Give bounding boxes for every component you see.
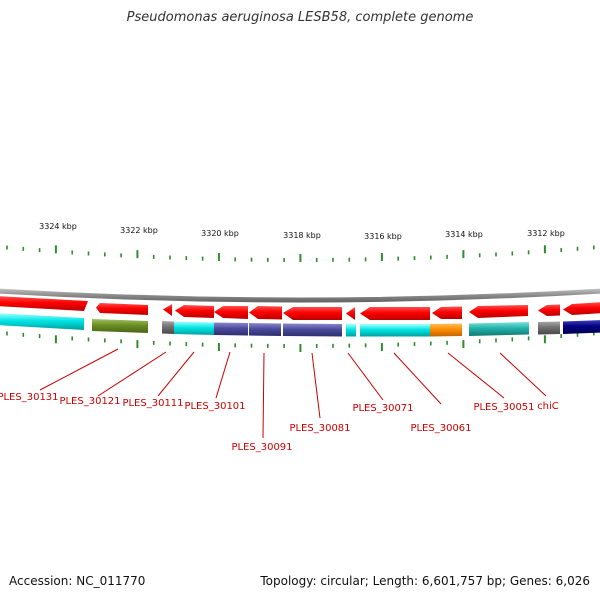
cog-bar-ples-30075[interactable]	[346, 324, 356, 337]
cog-bar-ples-30131[interactable]	[0, 313, 84, 330]
leader-chic	[499, 352, 547, 397]
cog-bar-ples-30061[interactable]	[430, 323, 462, 337]
cog-bar-ples-30101[interactable]	[214, 322, 248, 336]
gene-arrow-ples-30061[interactable]	[432, 306, 462, 320]
forward-strand-track	[0, 296, 600, 320]
gene-arrow-ples-30081[interactable]	[283, 307, 342, 320]
gene-label-ples-30081[interactable]: PLES_30081	[289, 423, 350, 434]
scale-label-3312: 3312 kbp	[527, 229, 565, 238]
leader-ples-30091	[262, 352, 265, 439]
gene-label-ples-30101[interactable]: PLES_30101	[184, 401, 245, 412]
genome-backbone	[0, 288, 600, 303]
gene-label-ples-30131[interactable]: PLES_30131	[0, 392, 59, 403]
gene-arrow-ples-30031[interactable]	[563, 302, 600, 315]
gene-arrow-ples-30121[interactable]	[96, 303, 148, 315]
leader-ples-30081	[311, 352, 321, 419]
gene-label-ples-30091[interactable]: PLES_30091	[231, 442, 292, 453]
leader-ples-30111	[157, 351, 195, 397]
gene-arrow-chic[interactable]	[538, 304, 560, 317]
leader-ples-30061	[393, 352, 442, 405]
cog-bar-ples-30071[interactable]	[360, 324, 430, 337]
gene-arrow-ples-30091[interactable]	[249, 306, 282, 320]
leader-ples-30131	[39, 348, 119, 391]
leader-ples-30051	[447, 352, 505, 399]
leader-ples-30121	[97, 351, 167, 397]
scale-label-3322: 3322 kbp	[120, 226, 158, 235]
gene-label-ples-30111[interactable]: PLES_30111	[122, 398, 183, 409]
gene-label-chic[interactable]: chiC	[537, 401, 559, 412]
leader-ples-30071	[347, 352, 384, 401]
gene-arrow-ples-30101[interactable]	[214, 306, 248, 319]
cog-bar-ples-30051[interactable]	[469, 322, 529, 336]
gene-arrow-ples-30051[interactable]	[469, 305, 528, 318]
scale-ticks	[6, 245, 595, 352]
gene-arrow-ples-30075[interactable]	[346, 307, 355, 320]
gene-arrow-ples-30071[interactable]	[360, 307, 430, 320]
cog-bar-ples-30111[interactable]	[174, 321, 214, 336]
cog-bar-ples-30031[interactable]	[563, 320, 600, 334]
gene-arrow-ples-30111[interactable]	[175, 305, 214, 318]
cog-bar-chic[interactable]	[538, 321, 560, 335]
gene-arrow-ples-30131[interactable]	[0, 296, 88, 311]
scale-label-3316: 3316 kbp	[364, 232, 402, 241]
cog-bar-ples-30081[interactable]	[283, 323, 342, 337]
genome-summary-text: Topology: circular; Length: 6,601,757 bp…	[260, 574, 590, 588]
cog-bar-ples-30091[interactable]	[249, 323, 281, 336]
leader-ples-30101	[215, 351, 231, 399]
cog-bar-ples-30115[interactable]	[162, 321, 174, 334]
accession-text: Accession: NC_011770	[9, 574, 146, 588]
gene-arrow-ples-30115[interactable]	[163, 304, 172, 316]
gene-label-ples-30061[interactable]: PLES_30061	[410, 423, 471, 434]
scale-label-3314: 3314 kbp	[445, 230, 483, 239]
map-title: Pseudomonas aeruginosa LESB58, complete …	[126, 10, 474, 25]
cog-bar-ples-30121[interactable]	[92, 319, 148, 333]
scale-label-3318: 3318 kbp	[283, 231, 321, 240]
gene-label-ples-30121[interactable]: PLES_30121	[59, 396, 120, 407]
scale-label-3324: 3324 kbp	[39, 222, 77, 231]
scale-label-3320: 3320 kbp	[201, 229, 239, 238]
gene-label-ples-30051[interactable]: PLES_30051	[473, 402, 534, 413]
gene-label-ples-30071[interactable]: PLES_30071	[352, 403, 413, 414]
cog-category-track	[0, 313, 600, 337]
label-leaders	[39, 348, 547, 439]
